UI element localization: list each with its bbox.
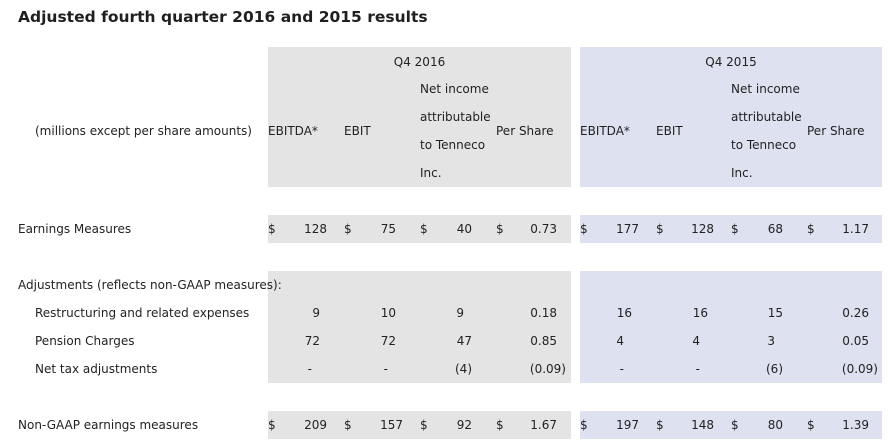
- col-netincome-2016-l2: attributable: [420, 110, 491, 124]
- row-label-restructuring: Restructuring and related expenses: [35, 306, 250, 320]
- cell-nongaap-2016-netincome: 92: [456, 418, 472, 432]
- cell-nettax-2016-netincome: (4): [455, 362, 472, 376]
- cell-restructuring-2016-ebitda: 9: [312, 306, 320, 320]
- cell-restructuring-2015-pershare: 0.26: [842, 306, 869, 320]
- row-label-earnings: Earnings Measures: [18, 222, 132, 236]
- cell-pension-2016-ebitda: 72: [304, 334, 320, 348]
- q4-2016-header: Q4 2016: [393, 55, 446, 69]
- cell-earnings-2016-ebit: 75: [380, 222, 396, 236]
- cell-nettax-2016-ebit: -: [383, 362, 388, 376]
- cell-nongaap-2015-ebitda: 197: [616, 418, 639, 432]
- q4-2015-header-band: [580, 47, 882, 187]
- row-label-net-tax: Net tax adjustments: [35, 362, 158, 376]
- q4-2016-header-band: [268, 47, 571, 187]
- cell-earnings-2015-ebit: 128: [691, 222, 714, 236]
- col-netincome-2016-l3: to Tenneco: [420, 138, 486, 152]
- cell-nettax-2015-ebit: -: [695, 362, 700, 376]
- cell-restructuring-2015-ebit: 16: [692, 306, 708, 320]
- cell-nongaap-2015-ebit: 148: [691, 418, 714, 432]
- q4-2016-earnings-band: [268, 215, 571, 243]
- dollar-sign: $: [344, 418, 352, 432]
- cell-nongaap-2015-netincome: 80: [767, 418, 783, 432]
- cell-pension-2015-ebitda: 4: [616, 334, 624, 348]
- q4-2016-adjustments-band: [268, 271, 571, 383]
- col-ebit-2015: EBIT: [656, 124, 683, 138]
- dollar-sign: $: [496, 222, 504, 236]
- cell-earnings-2016-netincome: 40: [456, 222, 472, 236]
- dollar-sign: $: [496, 418, 504, 432]
- q4-2015-header: Q4 2015: [705, 55, 757, 69]
- col-netincome-2015-l1: Net income: [731, 82, 800, 96]
- cell-earnings-2016-pershare: 0.73: [530, 222, 557, 236]
- col-ebitda-2016: EBITDA*: [268, 124, 318, 138]
- row-label-non-gaap: Non-GAAP earnings measures: [18, 418, 199, 432]
- row-label-pension: Pension Charges: [35, 334, 135, 348]
- col-netincome-2016-l4: Inc.: [420, 166, 442, 180]
- cell-nongaap-2016-ebit: 157: [380, 418, 403, 432]
- cell-nettax-2015-pershare: (0.09): [841, 362, 878, 376]
- cell-nongaap-2016-ebitda: 209: [304, 418, 327, 432]
- cell-restructuring-2015-netincome: 15: [767, 306, 783, 320]
- cell-restructuring-2016-pershare: 0.18: [530, 306, 557, 320]
- col-pershare-2016: Per Share: [496, 124, 554, 138]
- cell-pension-2015-ebit: 4: [692, 334, 700, 348]
- cell-earnings-2015-ebitda: 177: [616, 222, 639, 236]
- dollar-sign: $: [807, 418, 815, 432]
- dollar-sign: $: [420, 418, 428, 432]
- dollar-sign: $: [580, 418, 588, 432]
- cell-restructuring-2016-netincome: 9: [456, 306, 464, 320]
- q4-2015-adjustments-band: [580, 271, 882, 383]
- cell-earnings-2016-ebitda: 128: [304, 222, 327, 236]
- col-netincome-2015-l4: Inc.: [731, 166, 753, 180]
- cell-nettax-2015-netincome: (6): [766, 362, 783, 376]
- dollar-sign: $: [268, 418, 276, 432]
- dollar-sign: $: [420, 222, 428, 236]
- cell-pension-2015-pershare: 0.05: [842, 334, 869, 348]
- dollar-sign: $: [268, 222, 276, 236]
- dollar-sign: $: [807, 222, 815, 236]
- col-netincome-2016-l1: Net income: [420, 82, 489, 96]
- q4-2016-nongaap-band: [268, 411, 571, 439]
- col-netincome-2015-l3: to Tenneco: [731, 138, 797, 152]
- cell-restructuring-2016-ebit: 10: [380, 306, 396, 320]
- cell-pension-2016-netincome: 47: [456, 334, 472, 348]
- cell-restructuring-2015-ebitda: 16: [616, 306, 632, 320]
- cell-earnings-2015-pershare: 1.17: [842, 222, 869, 236]
- adjustments-heading: Adjustments (reflects non-GAAP measures)…: [18, 278, 282, 292]
- dollar-sign: $: [731, 418, 739, 432]
- q4-2015-earnings-band: [580, 215, 882, 243]
- col-netincome-2015-l2: attributable: [731, 110, 802, 124]
- col-ebit-2016: EBIT: [344, 124, 371, 138]
- page-title: Adjusted fourth quarter 2016 and 2015 re…: [18, 8, 428, 26]
- cell-nettax-2016-pershare: (0.09): [529, 362, 566, 376]
- cell-nettax-2015-ebitda: -: [619, 362, 624, 376]
- dollar-sign: $: [656, 222, 664, 236]
- cell-pension-2016-pershare: 0.85: [530, 334, 557, 348]
- cell-nongaap-2016-pershare: 1.67: [530, 418, 557, 432]
- col-pershare-2015: Per Share: [807, 124, 865, 138]
- cell-nettax-2016-ebitda: -: [307, 362, 312, 376]
- dollar-sign: $: [580, 222, 588, 236]
- dollar-sign: $: [731, 222, 739, 236]
- cell-earnings-2015-netincome: 68: [767, 222, 783, 236]
- dollar-sign: $: [656, 418, 664, 432]
- cell-pension-2016-ebit: 72: [380, 334, 396, 348]
- col-ebitda-2015: EBITDA*: [580, 124, 630, 138]
- q4-2015-nongaap-band: [580, 411, 882, 439]
- cell-nongaap-2015-pershare: 1.39: [842, 418, 869, 432]
- cell-pension-2015-netincome: 3: [767, 334, 775, 348]
- units-label: (millions except per share amounts): [35, 124, 252, 138]
- dollar-sign: $: [344, 222, 352, 236]
